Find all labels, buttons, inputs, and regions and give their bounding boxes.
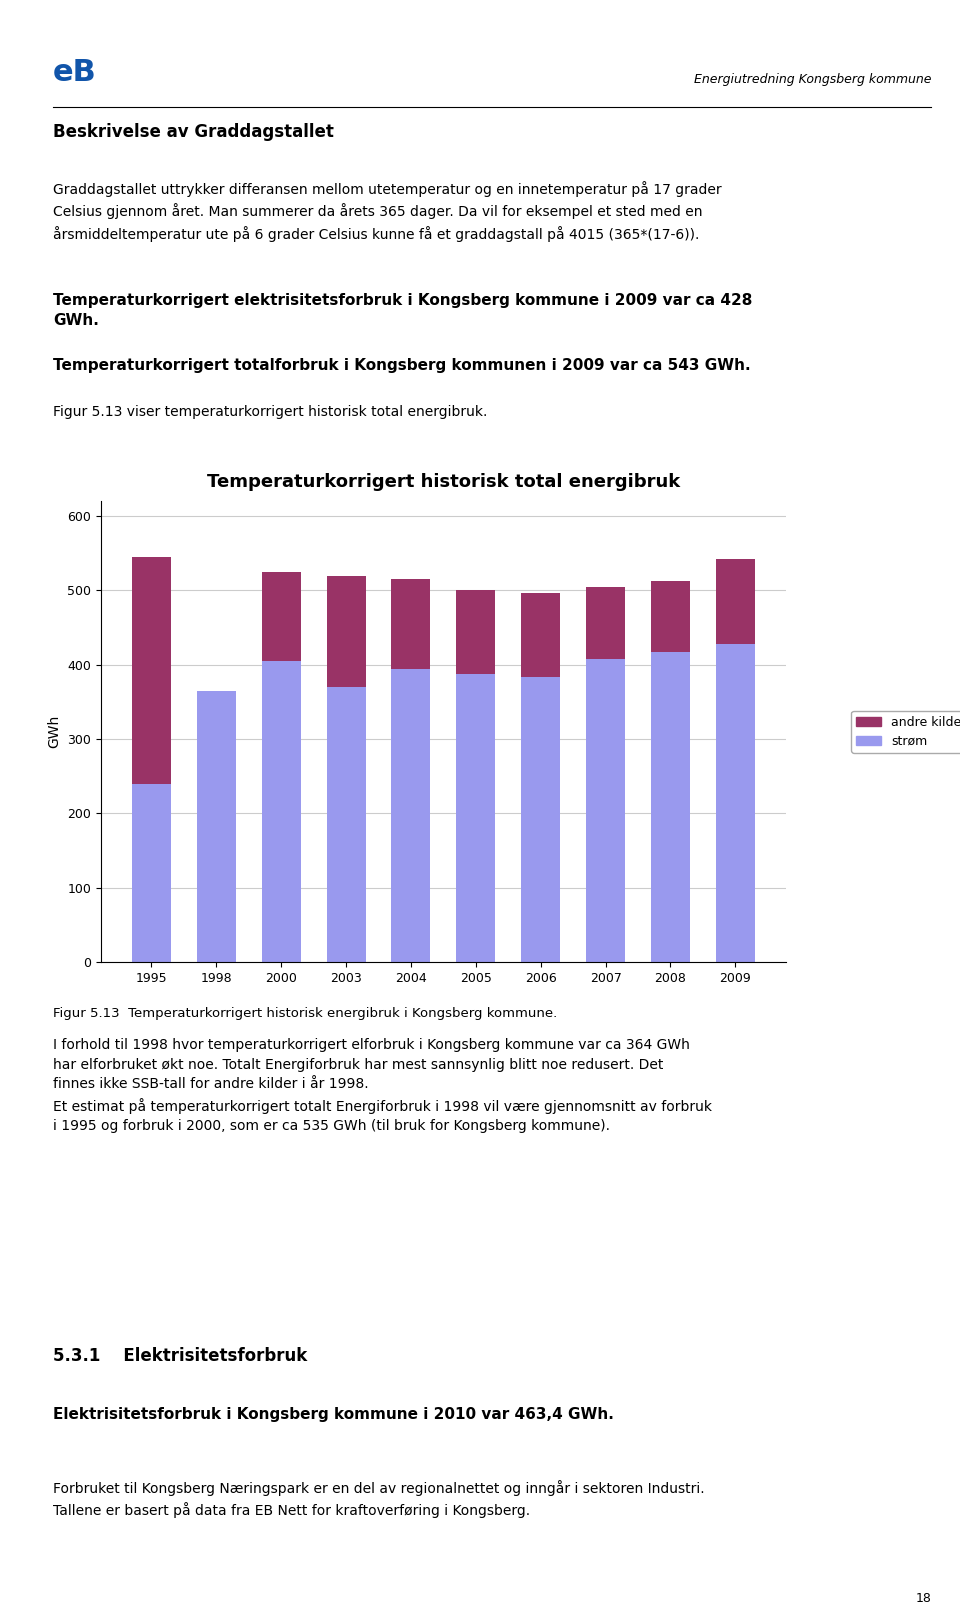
Title: Temperaturkorrigert historisk total energibruk: Temperaturkorrigert historisk total ener… [206, 474, 680, 492]
Bar [456, 590, 495, 674]
Bar [132, 556, 171, 784]
Legend: andre kilder, strøm: andre kilder, strøm [852, 710, 960, 754]
Text: Figur 5.13  Temperaturkorrigert historisk energibruk i Kongsberg kommune.: Figur 5.13 Temperaturkorrigert historisk… [53, 1007, 557, 1020]
Bar [456, 674, 495, 962]
Text: Temperaturkorrigert elektrisitetsforbruk i Kongsberg kommune i 2009 var ca 428
G: Temperaturkorrigert elektrisitetsforbruk… [53, 293, 753, 328]
Bar [521, 593, 561, 678]
Bar [587, 587, 625, 658]
Bar [132, 784, 171, 962]
Bar [521, 678, 561, 962]
Bar [326, 687, 366, 962]
Bar [262, 661, 300, 962]
Text: Elektrisitetsforbruk i Kongsberg kommune i 2010 var 463,4 GWh.: Elektrisitetsforbruk i Kongsberg kommune… [53, 1407, 613, 1421]
Text: Graddagstallet uttrykker differansen mellom utetemperatur og en innetemperatur p: Graddagstallet uttrykker differansen mel… [53, 181, 721, 243]
Text: 18: 18 [915, 1591, 931, 1604]
Bar [587, 658, 625, 962]
Text: eB: eB [53, 58, 97, 87]
Bar [197, 690, 236, 962]
Text: Forbruket til Kongsberg Næringspark er en del av regionalnettet og inngår i sekt: Forbruket til Kongsberg Næringspark er e… [53, 1480, 705, 1518]
Bar [392, 579, 430, 668]
Text: Beskrivelse av Graddagstallet: Beskrivelse av Graddagstallet [53, 123, 334, 141]
Bar [392, 668, 430, 962]
Text: Energiutredning Kongsberg kommune: Energiutredning Kongsberg kommune [694, 73, 931, 86]
Bar [651, 581, 690, 652]
Y-axis label: GWh: GWh [48, 715, 61, 749]
Text: I forhold til 1998 hvor temperaturkorrigert elforbruk i Kongsberg kommune var ca: I forhold til 1998 hvor temperaturkorrig… [53, 1038, 711, 1134]
Bar [651, 652, 690, 962]
Bar [326, 576, 366, 687]
Text: Temperaturkorrigert totalforbruk i Kongsberg kommunen i 2009 var ca 543 GWh.: Temperaturkorrigert totalforbruk i Kongs… [53, 357, 751, 372]
Bar [716, 644, 755, 962]
Bar [262, 572, 300, 661]
Bar [716, 558, 755, 644]
Text: 5.3.1    Elektrisitetsforbruk: 5.3.1 Elektrisitetsforbruk [53, 1347, 307, 1365]
Text: Figur 5.13 viser temperaturkorrigert historisk total energibruk.: Figur 5.13 viser temperaturkorrigert his… [53, 406, 487, 419]
